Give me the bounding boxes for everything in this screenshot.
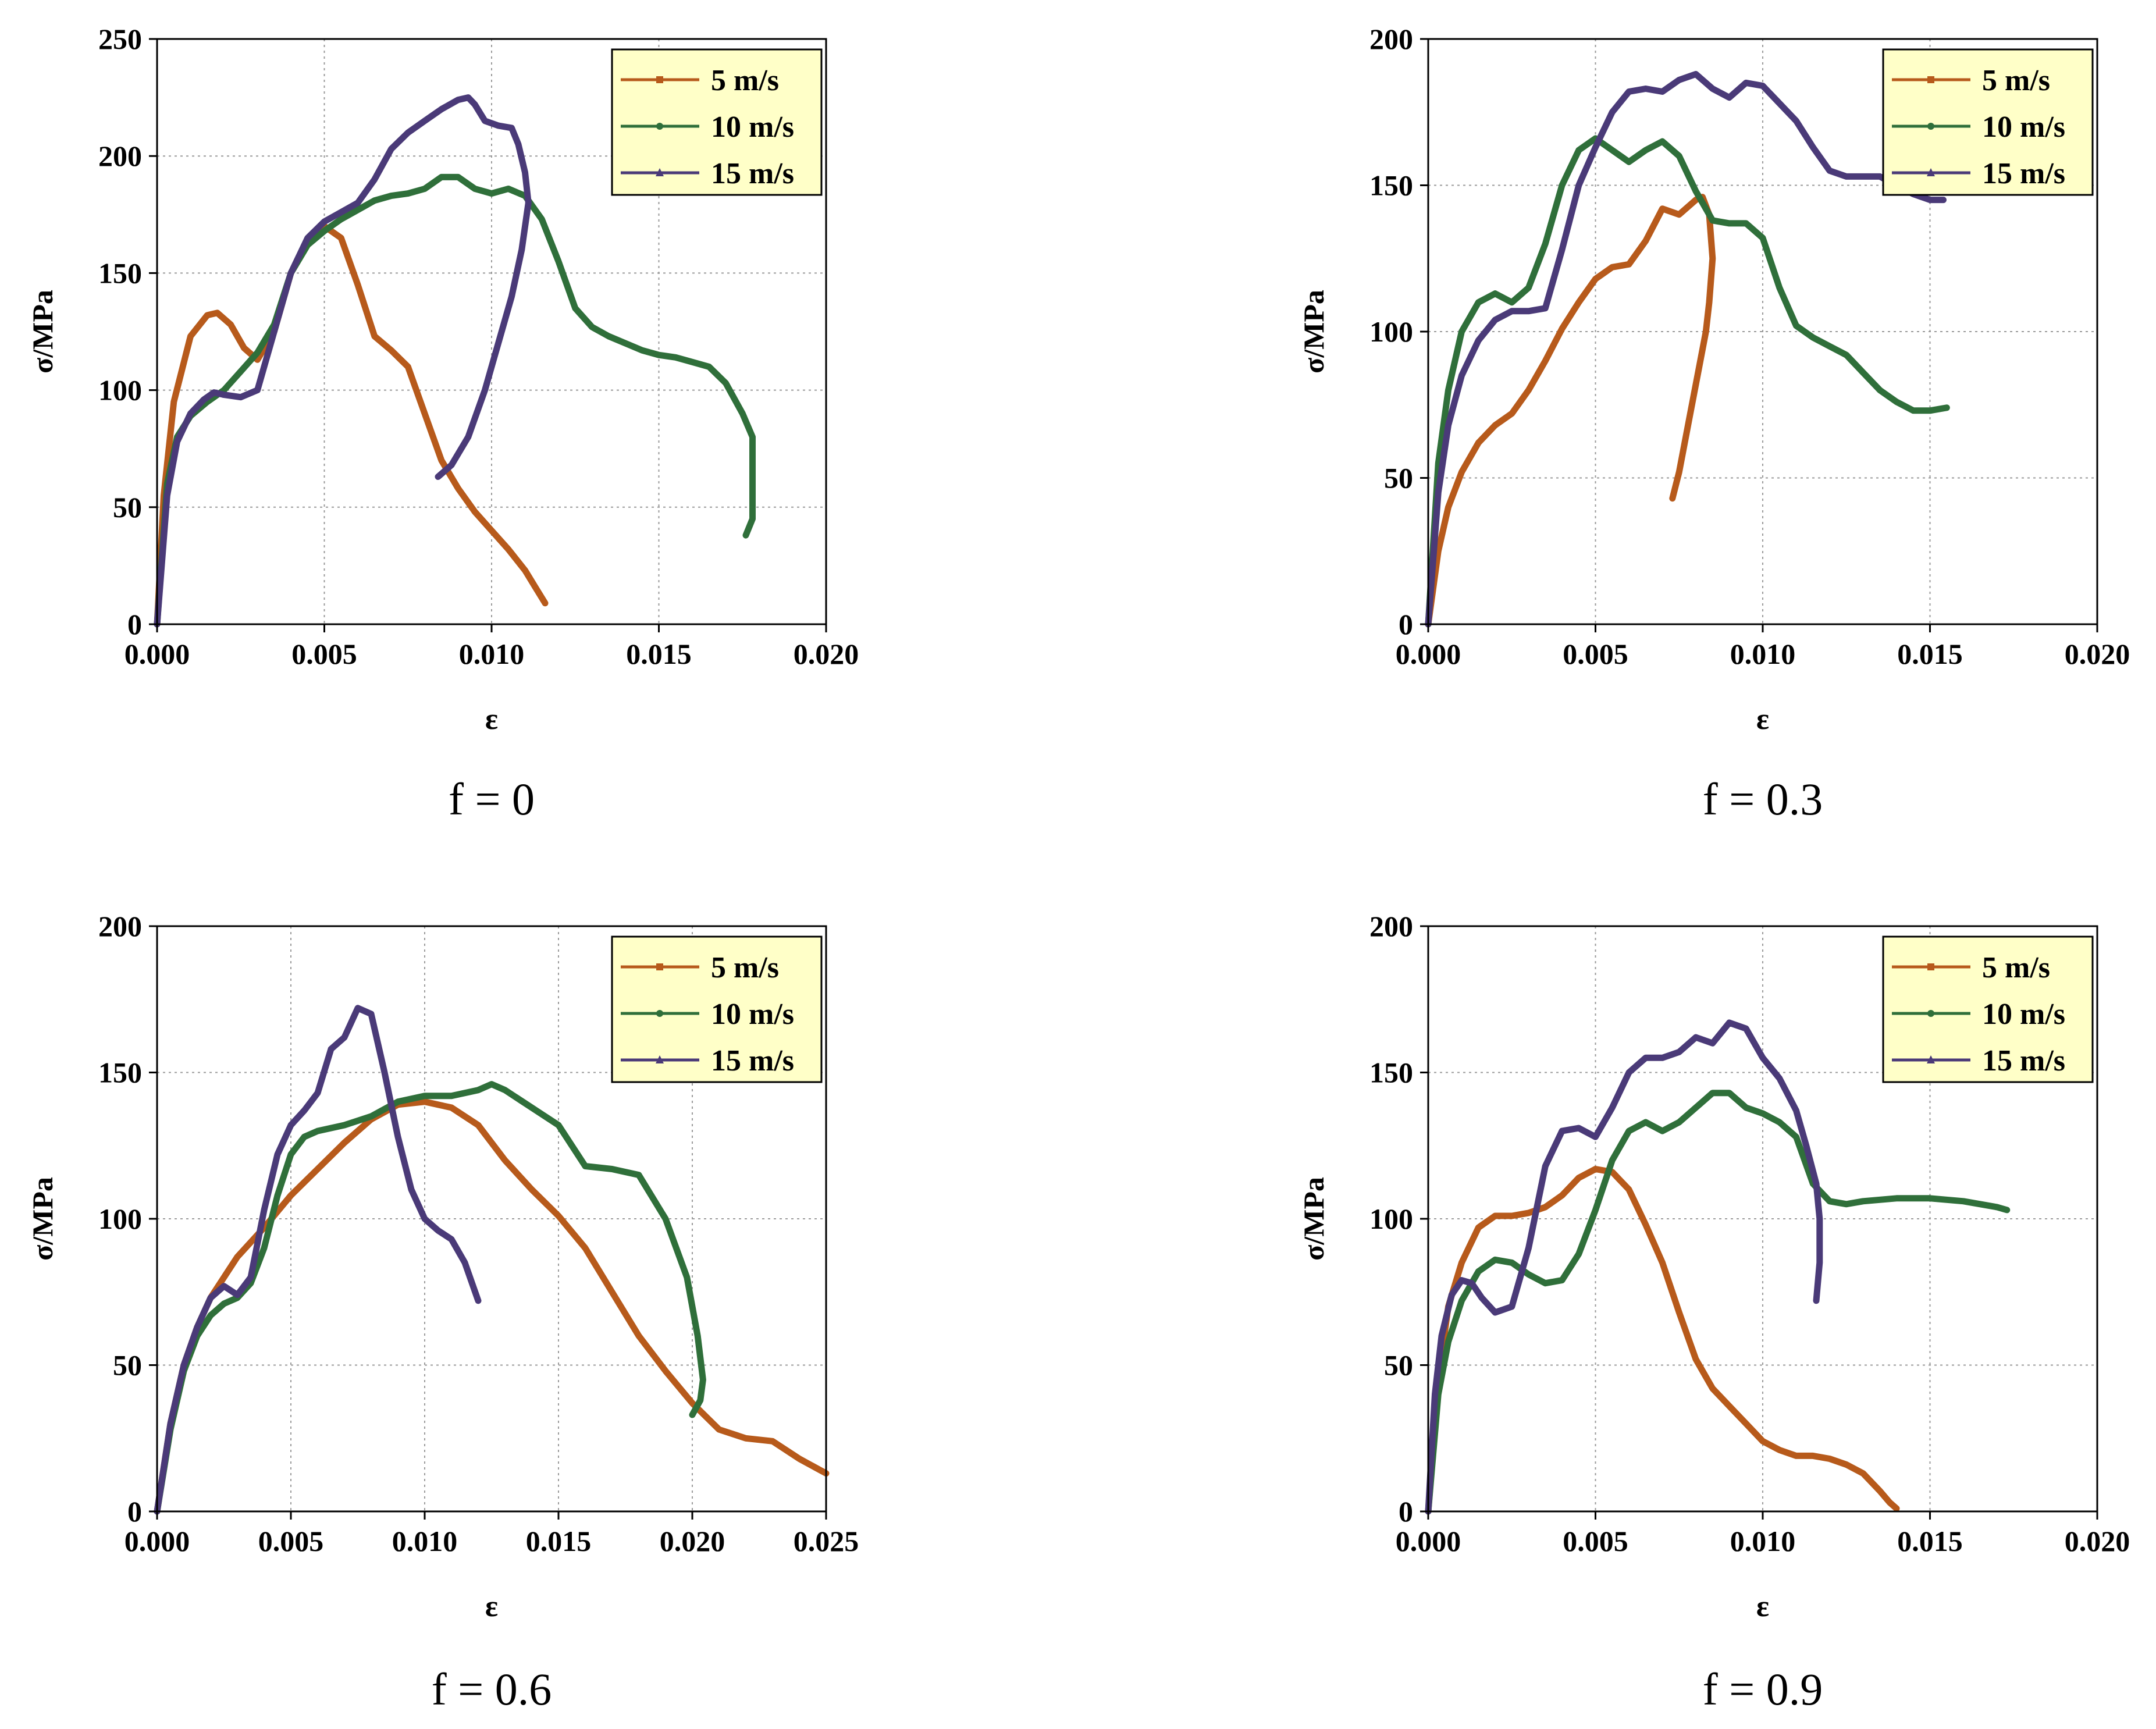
chart-panel-f0.3: 0.000 0.005 0.010 0.015 0.020 0 50 100 150 200 ε σ/… [1297, 23, 2130, 824]
x-axis-label: ε [1756, 703, 1769, 736]
y-tick-label: 250 [98, 23, 142, 55]
x-axis-label: ε [485, 703, 498, 736]
legend-label: 5 m/s [1982, 951, 2050, 984]
x-axis-label: ε [485, 1590, 498, 1623]
y-tick-label: 50 [1384, 462, 1413, 494]
x-tick-label: 0.005 [1563, 638, 1628, 670]
y-axis-label: σ/MPa [1297, 290, 1330, 373]
x-tick-label: 0.000 [1396, 638, 1461, 670]
y-tick-label: 150 [1369, 169, 1413, 202]
panel-caption: f = 0.6 [432, 1664, 552, 1714]
legend-marker [656, 963, 663, 970]
y-tick-label: 100 [98, 374, 142, 407]
series-line-5ms [154, 1098, 830, 1515]
y-tick-label: 150 [98, 257, 142, 289]
y-tick-label: 0 [127, 608, 142, 641]
x-tick-label: 0.010 [392, 1525, 458, 1557]
panel-caption: f = 0.9 [1703, 1664, 1823, 1714]
y-axis-label: σ/MPa [26, 1177, 59, 1261]
legend-label: 10 m/s [711, 998, 794, 1031]
x-tick-label: 0.015 [526, 1525, 592, 1557]
series-line-10ms [1425, 135, 1950, 628]
legend-marker [656, 123, 663, 130]
legend-marker [656, 76, 663, 83]
x-tick-label: 0.010 [1730, 1525, 1796, 1557]
legend-marker [1927, 1010, 1934, 1017]
x-tick-label: 0.000 [124, 638, 190, 670]
legend-label: 15 m/s [1982, 157, 2065, 190]
x-tick-label: 0.020 [794, 638, 859, 670]
legend-marker [656, 1055, 664, 1063]
legend-label: 10 m/s [1982, 998, 2065, 1031]
series-line-15ms [1425, 1019, 1823, 1515]
x-tick-label: 0.020 [2065, 638, 2130, 670]
legend-marker [1927, 1055, 1935, 1063]
x-tick-label: 0.005 [291, 638, 357, 670]
x-tick-label: 0.020 [660, 1525, 725, 1557]
series-line-15ms [154, 94, 532, 628]
y-axis-label: σ/MPa [26, 290, 59, 373]
legend-box [1882, 935, 2094, 1083]
legend-marker [1927, 123, 1934, 130]
legend-marker [656, 1010, 663, 1017]
series-line-15ms [1425, 70, 1947, 628]
y-axis-label: σ/MPa [1297, 1177, 1330, 1261]
legend-label: 5 m/s [711, 64, 779, 97]
x-tick-label: 0.005 [1563, 1525, 1628, 1557]
x-axis-label: ε [1756, 1590, 1769, 1623]
legend-label: 10 m/s [1982, 111, 2065, 144]
legend-marker [1927, 168, 1935, 176]
series-line-10ms [1425, 1090, 2011, 1515]
legend-box [1882, 48, 2094, 196]
series-line-5ms [154, 223, 549, 628]
legend-label: 15 m/s [1982, 1044, 2065, 1077]
series-line-5ms [1425, 194, 1716, 628]
y-tick-label: 50 [113, 491, 142, 524]
series-line-10ms [154, 173, 756, 628]
legend-marker [656, 168, 664, 176]
y-tick-label: 150 [98, 1056, 142, 1089]
legend-label: 10 m/s [711, 111, 794, 144]
y-tick-label: 100 [98, 1203, 142, 1235]
legend-label: 15 m/s [711, 157, 794, 190]
y-tick-label: 0 [1399, 608, 1413, 641]
y-tick-label: 200 [1369, 910, 1413, 942]
y-tick-label: 50 [1384, 1349, 1413, 1382]
panel-caption: f = 0.3 [1703, 774, 1823, 824]
x-tick-label: 0.010 [1730, 638, 1796, 670]
legend-label: 15 m/s [711, 1044, 794, 1077]
chart-panel-f0.9: 0.000 0.005 0.010 0.015 0.020 0 50 100 150 200 ε σ/… [1297, 910, 2130, 1714]
x-tick-label: 0.015 [1897, 1525, 1963, 1557]
y-tick-label: 200 [1369, 23, 1413, 55]
legend-box [611, 48, 823, 196]
x-tick-label: 0.010 [459, 638, 525, 670]
legend-marker [1927, 76, 1934, 83]
y-tick-label: 200 [98, 910, 142, 942]
y-tick-label: 200 [98, 140, 142, 172]
panel-caption: f = 0 [449, 774, 535, 824]
y-tick-label: 0 [127, 1495, 142, 1528]
y-tick-label: 0 [1399, 1495, 1413, 1528]
y-tick-label: 150 [1369, 1056, 1413, 1089]
x-tick-label: 0.005 [258, 1525, 324, 1557]
chart-panel-f0: 0.000 0.005 0.010 0.015 0.020 0 50 100 150 200 250… [26, 23, 859, 824]
y-tick-label: 50 [113, 1349, 142, 1382]
legend-label: 5 m/s [1982, 64, 2050, 97]
x-tick-label: 0.000 [124, 1525, 190, 1557]
legend-marker [1927, 963, 1934, 970]
series-line-10ms [154, 1081, 706, 1515]
legend-box [611, 935, 823, 1083]
x-tick-label: 0.025 [794, 1525, 859, 1557]
y-tick-label: 100 [1369, 315, 1413, 348]
x-tick-label: 0.015 [626, 638, 692, 670]
x-tick-label: 0.015 [1897, 638, 1963, 670]
y-tick-label: 100 [1369, 1203, 1413, 1235]
x-tick-label: 0.020 [2065, 1525, 2130, 1557]
chart-panel-f0.6: 0.000 0.005 0.010 0.015 0.020 0.025 0 50 100 150 2… [26, 910, 859, 1714]
series-line-5ms [1425, 1166, 1900, 1515]
legend-label: 5 m/s [711, 951, 779, 984]
x-tick-label: 0.000 [1396, 1525, 1461, 1557]
series-line-15ms [154, 1005, 482, 1515]
